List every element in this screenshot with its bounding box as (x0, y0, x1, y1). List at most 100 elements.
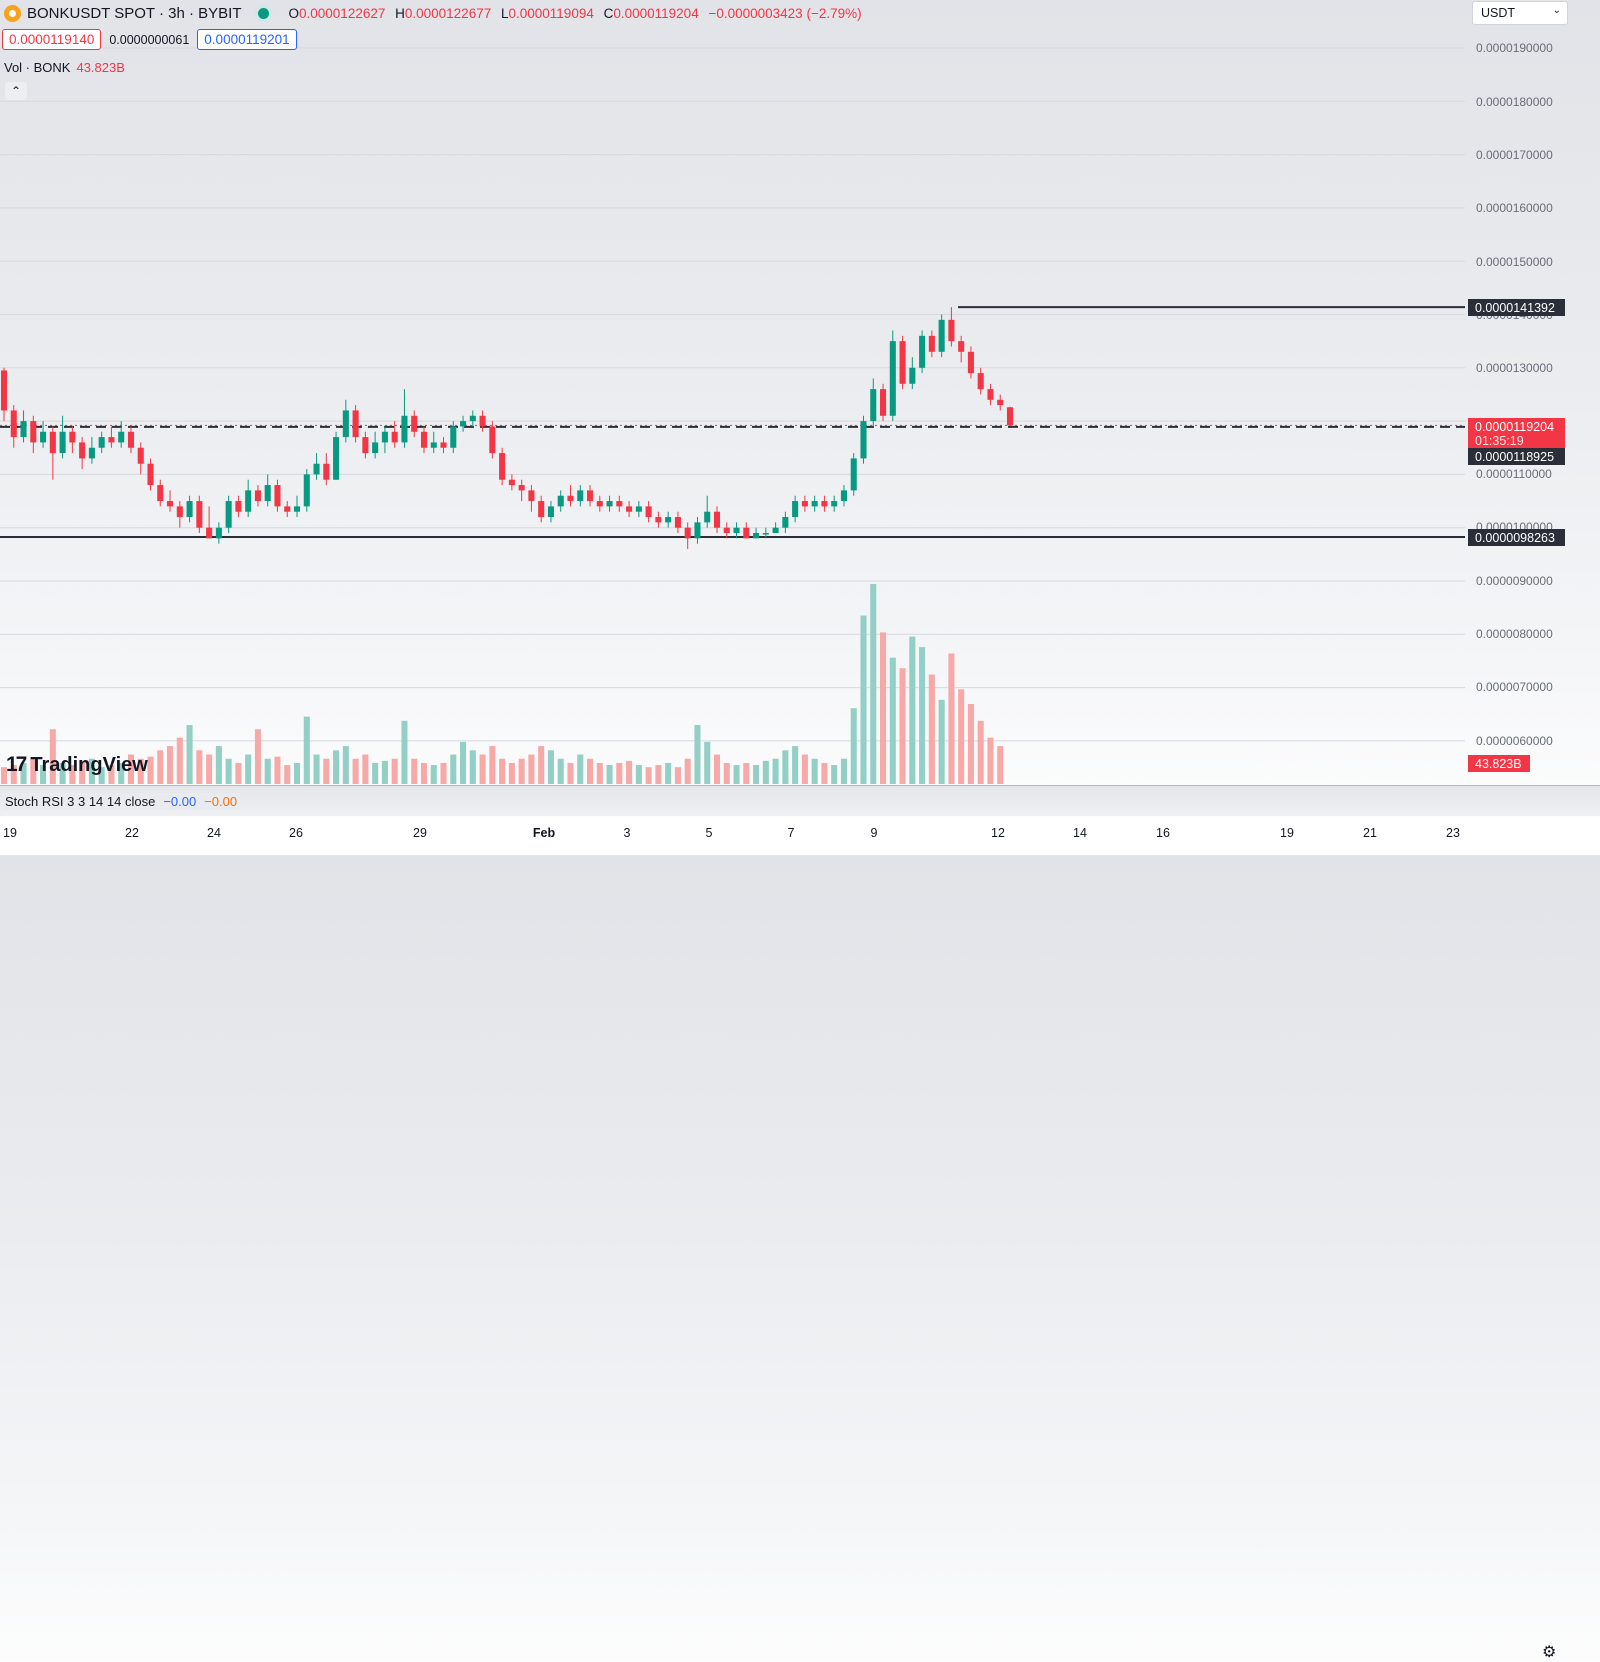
tradingview-logo[interactable]: 17 TradingView (6, 753, 148, 777)
volume-bar (850, 708, 857, 784)
volume-bar (616, 762, 623, 784)
time-axis-label: 26 (289, 826, 303, 840)
candle (547, 506, 554, 518)
buy-price-button[interactable]: 0.0000119201 (197, 29, 297, 50)
last-price-tag[interactable]: 0.0000119204 01:35:19 (1468, 418, 1565, 448)
volume-bar (586, 758, 594, 784)
candle (313, 463, 320, 475)
volume-legend[interactable]: Vol · BONK 43.823B (4, 60, 125, 75)
volume-bar (518, 758, 525, 784)
candle (215, 527, 222, 539)
time-axis[interactable]: 19 22 24 26 29 Feb 3 5 7 9 12 14 16 19 2… (0, 818, 1600, 1661)
candle (538, 501, 545, 518)
candle (59, 431, 66, 454)
stoch-rsi-k-value: −0.00 (163, 794, 197, 809)
candle (245, 490, 252, 512)
volume-bar (499, 758, 506, 784)
volume-bar (713, 754, 721, 784)
tradingview-logo-text: TradingView (30, 753, 148, 776)
stoch-rsi-d-value: −0.00 (204, 794, 238, 809)
candle (948, 319, 955, 342)
candle (723, 527, 730, 534)
volume-bar (460, 741, 467, 784)
volume-bar (88, 758, 95, 784)
tradingview-logo-icon: 17 (6, 753, 27, 776)
currency-select[interactable]: USDT ⌄ (1472, 1, 1568, 25)
candle (567, 495, 574, 502)
volume-bar (147, 756, 154, 784)
candle (811, 501, 818, 507)
volume-bar (811, 758, 818, 784)
candle (362, 437, 369, 454)
volume-bar (186, 725, 193, 784)
time-axis-label: 19 (3, 826, 17, 840)
candle (987, 389, 994, 400)
volume-bar (479, 754, 486, 784)
volume-bar (919, 647, 926, 784)
volume-bar (342, 746, 349, 784)
volume-bar (362, 754, 369, 784)
volume-bar (567, 762, 574, 784)
candle (831, 501, 838, 507)
bar-countdown: 01:35:19 (1475, 434, 1524, 448)
volume-price-tag: 43.823B (1468, 755, 1530, 772)
volume-bar (20, 762, 27, 784)
volume-bar (108, 765, 115, 784)
price-chart[interactable] (0, 0, 1600, 818)
volume-bar (411, 758, 418, 784)
candle (342, 410, 349, 438)
volume-bar (665, 762, 672, 784)
volume-bar (313, 754, 320, 784)
settings-gear-icon[interactable]: ⚙ (1542, 1644, 1557, 1661)
volume-bar (782, 750, 789, 784)
price-scale-label: 0.0000070000 (1476, 680, 1553, 694)
candle (967, 351, 974, 374)
stoch-rsi-pane[interactable] (0, 786, 1600, 816)
volume-bar (118, 762, 125, 784)
volume-bar (547, 750, 554, 784)
volume-bar (49, 729, 56, 784)
volume-bar (733, 765, 740, 784)
volume-bar (626, 760, 633, 784)
price-scale-label: 0.0000090000 (1476, 574, 1553, 588)
candle (440, 442, 447, 448)
volume-bar (176, 737, 183, 784)
volume-bar (538, 746, 545, 784)
stoch-rsi-legend[interactable]: Stoch RSI 3 3 14 14 close −0.00 −0.00 (2, 793, 241, 810)
sell-price-button[interactable]: 0.0000119140 (2, 29, 102, 50)
candle (889, 341, 896, 416)
candle (919, 335, 926, 368)
symbol-title[interactable]: BONKUSDT SPOT · 3h · BYBIT (27, 5, 242, 22)
candle (499, 453, 506, 480)
volume-bar (30, 758, 37, 784)
candle (186, 501, 193, 518)
mid-line-price-tag[interactable]: 0.0000118925 (1468, 448, 1565, 465)
volume-bar (469, 750, 476, 784)
price-scale-label: 0.0000160000 (1476, 201, 1553, 215)
candle (577, 490, 584, 502)
candle (118, 431, 125, 443)
volume-bar (450, 754, 457, 784)
volume-bar (557, 758, 564, 784)
candle (147, 463, 154, 486)
volume-bar (59, 762, 66, 784)
volume-bar (674, 767, 681, 784)
candle (479, 415, 486, 427)
last-price-value: 0.0000119204 (1475, 420, 1555, 434)
stoch-rsi-label: Stoch RSI 3 3 14 14 close (5, 794, 156, 809)
pane-separator[interactable] (0, 785, 1600, 786)
candle (899, 341, 906, 384)
candle (0, 370, 8, 411)
volume-bar (137, 758, 144, 784)
volume-bar (772, 758, 779, 784)
candle (167, 501, 174, 507)
volume-bar (225, 758, 232, 784)
volume-bar (909, 636, 916, 784)
high-line-price-tag[interactable]: 0.0000141392 (1468, 299, 1565, 316)
price-scale-label: 0.0000150000 (1476, 255, 1553, 269)
volume-bar (79, 760, 86, 784)
collapse-legend-button[interactable]: ⌃ (5, 82, 27, 100)
market-open-status-icon[interactable] (257, 8, 269, 19)
price-scale-label: 0.0000130000 (1476, 361, 1553, 375)
low-line-price-tag[interactable]: 0.0000098263 (1468, 529, 1565, 546)
